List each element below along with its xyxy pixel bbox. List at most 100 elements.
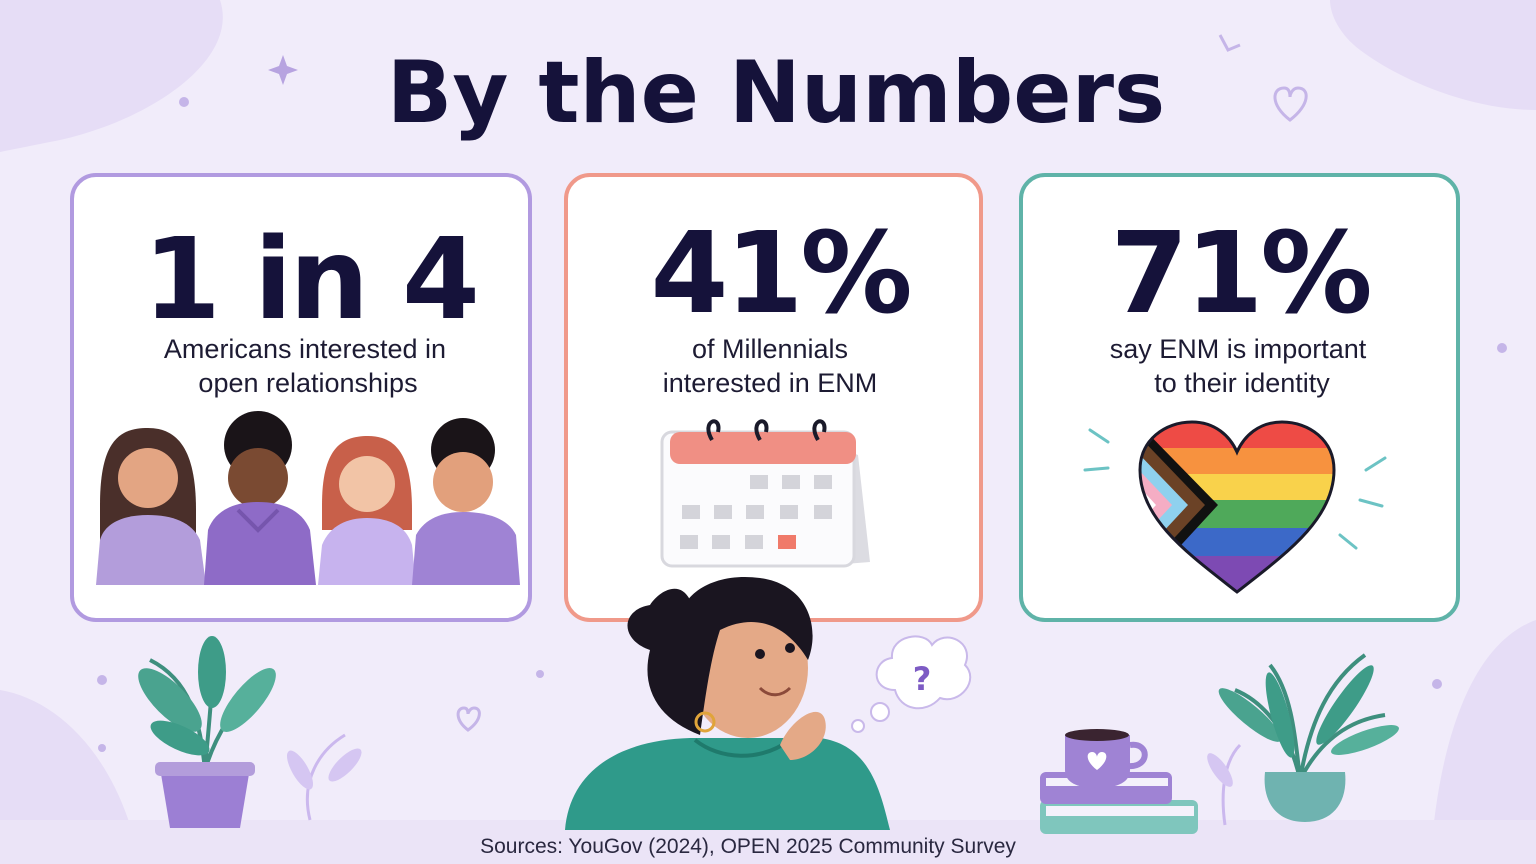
card-part — [1019, 173, 1460, 622]
background-part — [97, 675, 107, 685]
people-illustration-part — [204, 502, 316, 585]
plant-left-part — [305, 733, 346, 821]
calendar-illustration-part-part — [782, 475, 800, 489]
thinking-person-part — [780, 711, 826, 760]
people-illustration-part — [228, 448, 288, 508]
people-illustration-part — [236, 508, 280, 533]
description-line: interested in ENM — [663, 368, 878, 398]
plant-left — [138, 636, 362, 828]
people-illustration-part — [96, 515, 206, 585]
pride-heart-illustration-part-part — [1083, 466, 1110, 472]
thinking-person-part — [851, 635, 972, 733]
pride-heart-illustration-part — [1138, 420, 1336, 594]
calendar-illustration-part-part — [682, 505, 700, 519]
plant-right-part — [1331, 725, 1399, 755]
background-part — [179, 97, 189, 107]
background-part — [536, 670, 544, 678]
people-illustration-part — [318, 518, 416, 585]
mug-and-books-part — [1046, 806, 1194, 816]
calendar-illustration-part — [778, 535, 796, 549]
plant-right-part — [1264, 772, 1346, 822]
people-illustration-part — [433, 452, 493, 512]
calendar-illustration-part — [706, 419, 827, 442]
pride-heart-illustration-part-part — [1358, 498, 1384, 508]
calendar-illustration-part-part — [780, 505, 798, 519]
pride-heart-illustration-part-part — [1088, 428, 1110, 444]
calendar-illustration-part — [670, 432, 856, 464]
background-part — [1497, 343, 1507, 353]
thinking-person-part — [565, 738, 890, 830]
pride-heart-illustration-part-part — [1338, 533, 1358, 550]
thinking-person-part — [694, 711, 716, 733]
calendar-illustration-part-part — [814, 475, 832, 489]
thinking-person-part-part — [851, 719, 865, 733]
thinking-person-part — [758, 686, 792, 697]
background-part — [1330, 0, 1536, 110]
plant-left-part — [160, 768, 250, 828]
people-illustration — [96, 411, 520, 585]
background-part — [1430, 620, 1536, 864]
plant-right — [1207, 653, 1399, 826]
background-part — [456, 706, 481, 732]
pride-heart-illustration-part — [1083, 428, 1387, 550]
thinking-person-part — [755, 649, 765, 659]
background-part — [0, 0, 223, 152]
plant-right-part — [1218, 688, 1282, 742]
plant-left-part — [220, 668, 276, 732]
calendar-illustration-part-part — [714, 505, 732, 519]
thinking-person-part — [785, 643, 795, 653]
stat: 41% — [650, 209, 909, 339]
card: 71% say ENM is important to their identi… — [1019, 173, 1460, 622]
calendar-illustration-part-part — [750, 475, 768, 489]
card: 41% of Millennials interested in ENM — [564, 173, 983, 622]
calendar-illustration-part-part — [814, 505, 832, 519]
calendar-illustration-part-part — [745, 535, 763, 549]
plant-right-part — [1316, 665, 1374, 745]
mug-and-books — [1040, 729, 1198, 834]
card: 1 in 4 Americans interested in open rela… — [70, 173, 532, 622]
description-line: open relationships — [198, 368, 417, 398]
question-mark: ? — [913, 660, 932, 698]
mug-and-books-part — [1127, 741, 1148, 770]
description-line: of Millennials — [692, 334, 848, 364]
description-line: say ENM is important — [1110, 334, 1367, 364]
thinking-person-part — [693, 738, 792, 758]
plant-right-part — [1265, 672, 1295, 758]
stat: 1 in 4 — [143, 215, 477, 345]
thinking-person: ? — [565, 576, 972, 830]
plant-left-part — [150, 720, 210, 756]
people-illustration-part — [339, 456, 395, 512]
plant-left-part — [138, 668, 202, 732]
thinking-person-part-part — [870, 702, 890, 722]
people-illustration-part — [412, 512, 520, 585]
calendar-illustration — [660, 419, 870, 568]
mug-and-books-part — [1040, 800, 1198, 834]
background-part — [1218, 34, 1241, 52]
calendar-illustration-part-part — [680, 535, 698, 549]
plant-right-part — [1207, 753, 1233, 787]
background-part — [1273, 86, 1308, 122]
background-part — [1432, 679, 1442, 689]
mug-and-books-part — [1087, 752, 1107, 770]
background-part — [268, 55, 298, 85]
title: By the Numbers — [387, 43, 1165, 143]
calendar-illustration-part-part — [712, 535, 730, 549]
plant-left-part — [287, 750, 313, 790]
description-line: to their identity — [1154, 368, 1330, 398]
mug-and-books-part — [1065, 729, 1129, 741]
calendar-illustration-part — [680, 475, 832, 549]
background-part — [98, 744, 106, 752]
sources: Sources: YouGov (2024), OPEN 2025 Commun… — [480, 835, 1016, 858]
pride-heart-illustration-part-part — [1364, 456, 1387, 472]
stat: 71% — [1110, 209, 1369, 339]
calendar-illustration-part-part — [746, 505, 764, 519]
thinking-person-part-part — [875, 635, 972, 710]
thinking-person-part — [627, 576, 813, 735]
plant-left-part — [328, 748, 362, 782]
people-illustration-part — [118, 448, 178, 508]
plant-left-part — [155, 762, 255, 776]
description-line: Americans interested in — [164, 334, 446, 364]
plant-left-part — [198, 636, 226, 708]
